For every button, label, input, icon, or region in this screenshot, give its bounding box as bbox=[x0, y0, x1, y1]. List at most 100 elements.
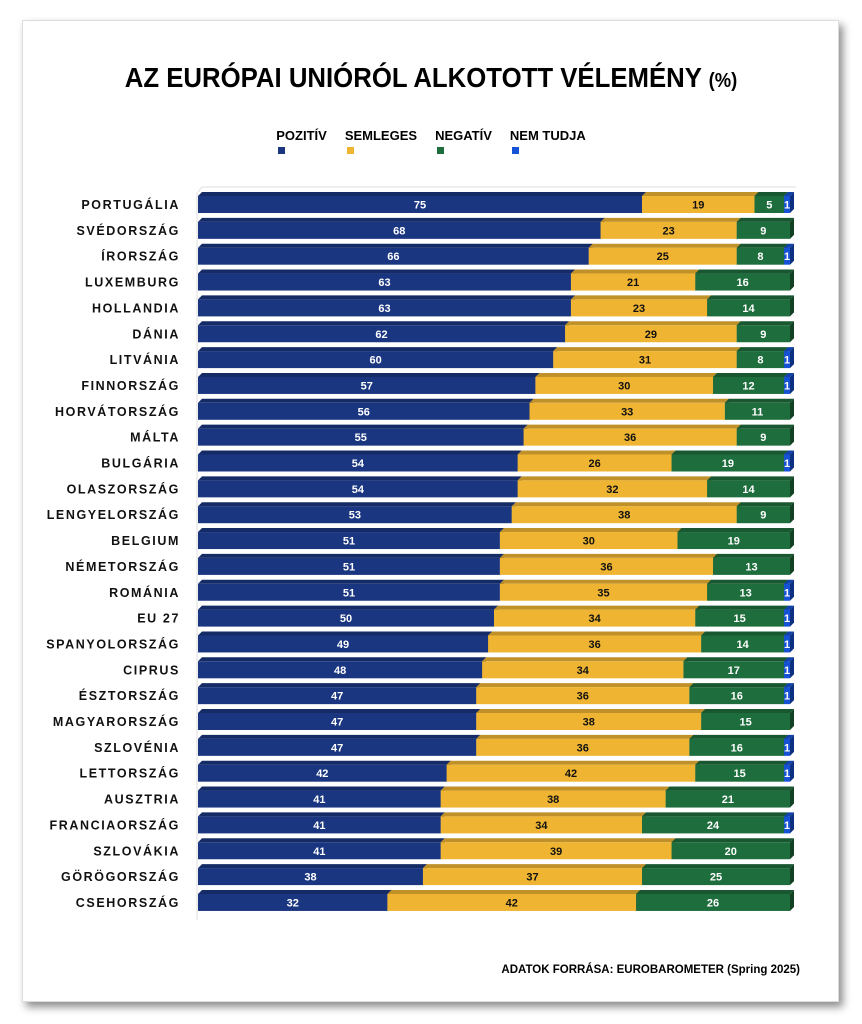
bar-top-face bbox=[422, 864, 646, 869]
bar-top-face bbox=[499, 579, 712, 584]
title-suffix: (%) bbox=[708, 70, 738, 92]
bar-segment-pozitív bbox=[198, 687, 477, 705]
data-label: 23 bbox=[663, 225, 675, 237]
legend-swatch bbox=[511, 147, 519, 154]
bar-top-face bbox=[198, 295, 575, 300]
legend-label: NEM TUDJA bbox=[509, 128, 586, 143]
bar-segment-pozitív bbox=[198, 196, 642, 213]
bar-top-face bbox=[784, 347, 794, 352]
bar-segment-pozitív bbox=[198, 428, 524, 446]
data-label: 5 bbox=[766, 200, 772, 212]
data-label: 13 bbox=[745, 561, 757, 573]
data-label: 1 bbox=[784, 200, 790, 212]
bar-top-face bbox=[198, 424, 528, 429]
legend-swatch bbox=[437, 147, 445, 154]
data-label: 36 bbox=[600, 561, 612, 573]
data-label: 19 bbox=[722, 458, 734, 470]
data-label: 54 bbox=[352, 458, 365, 470]
bar-segment-semleges bbox=[529, 402, 725, 420]
data-label: 20 bbox=[725, 846, 737, 858]
category-label: GÖRÖGORSZÁG bbox=[61, 869, 180, 884]
data-label: 38 bbox=[618, 510, 630, 522]
data-label: 25 bbox=[657, 251, 669, 263]
data-label: 56 bbox=[358, 406, 370, 418]
bar-segment-pozitív bbox=[198, 713, 477, 730]
category-label: PORTUGÁLIA bbox=[81, 197, 180, 212]
bar-top-face bbox=[476, 734, 694, 739]
bar-segment-negatív bbox=[695, 273, 790, 291]
bar-segment-negatív bbox=[677, 532, 790, 550]
bar-segment-pozitív bbox=[198, 635, 489, 653]
bar-segment-pozitív bbox=[198, 273, 571, 291]
bar-top-face bbox=[198, 217, 605, 222]
legend-label: NEGATÍV bbox=[435, 128, 492, 143]
bar-side-face bbox=[790, 889, 794, 911]
bar-top-face bbox=[565, 321, 741, 326]
bar-top-face bbox=[784, 760, 794, 765]
bar-segment-semleges bbox=[499, 532, 678, 550]
bar-top-face bbox=[198, 528, 504, 533]
data-label: 1 bbox=[784, 613, 790, 625]
data-label: 42 bbox=[316, 768, 328, 780]
bar-segment-negatív bbox=[736, 325, 790, 343]
bar-side-face bbox=[790, 192, 794, 213]
category-label: FRANCIAORSZÁG bbox=[49, 817, 180, 832]
bar-top-face bbox=[784, 450, 794, 455]
data-label: 66 bbox=[387, 251, 399, 263]
bar-segment-semleges bbox=[422, 868, 642, 886]
bar-top-face bbox=[784, 734, 794, 739]
legend-item-semleges: SEMLEGES bbox=[345, 128, 417, 154]
legend-label: SEMLEGES bbox=[344, 128, 418, 143]
bar-top-face bbox=[529, 398, 729, 403]
bar-segment-pozitív bbox=[198, 868, 423, 886]
bar-segment-negatív bbox=[665, 790, 790, 808]
bar-segment-nem-tudja bbox=[784, 583, 790, 601]
data-label: 9 bbox=[760, 329, 766, 341]
bar-side-face bbox=[790, 553, 794, 575]
category-label: AUSZTRIA bbox=[104, 793, 180, 807]
category-label: CIPRUS bbox=[123, 663, 180, 677]
bar-segment-semleges bbox=[517, 454, 672, 472]
bar-top-face bbox=[600, 217, 741, 222]
bar-segment-semleges bbox=[570, 273, 696, 291]
bar-segment-semleges bbox=[446, 764, 696, 782]
bar-top-face bbox=[784, 631, 794, 636]
data-label: 34 bbox=[589, 613, 602, 625]
data-label: 24 bbox=[707, 820, 720, 832]
bar-top-face bbox=[636, 889, 794, 894]
data-label: 38 bbox=[304, 872, 316, 884]
data-label: 49 bbox=[337, 639, 349, 651]
data-label: 30 bbox=[618, 380, 630, 392]
data-label: 1 bbox=[784, 639, 790, 651]
legend-item-nem-tudja: NEM TUDJA bbox=[510, 128, 586, 154]
bar-segment-semleges bbox=[476, 713, 702, 730]
data-label: 1 bbox=[784, 251, 790, 263]
bar-top-face bbox=[736, 502, 794, 507]
bar-top-face bbox=[198, 476, 522, 481]
bar-top-face bbox=[198, 579, 504, 584]
bar-segment-pozitív bbox=[198, 480, 518, 498]
bar-segment-negatív bbox=[689, 687, 785, 705]
bar-side-face bbox=[790, 786, 794, 808]
category-label: LUXEMBURG bbox=[85, 276, 180, 290]
bar-top-face bbox=[499, 553, 718, 558]
bar-segment-pozitív bbox=[198, 247, 589, 265]
data-label: 25 bbox=[710, 872, 722, 884]
bar-segment-nem-tudja bbox=[784, 196, 790, 213]
data-label: 47 bbox=[331, 717, 343, 729]
bar-segment-negatív bbox=[736, 221, 790, 239]
data-label: 1 bbox=[784, 355, 790, 367]
bar-segment-semleges bbox=[517, 480, 708, 498]
bar-side-face bbox=[790, 657, 794, 679]
category-label: NÉMETORSZÁG bbox=[65, 559, 180, 574]
category-label: MÁLTA bbox=[130, 430, 180, 445]
data-label: 1 bbox=[784, 768, 790, 780]
category-label: SPANYOLORSZÁG bbox=[46, 636, 180, 651]
data-label: 12 bbox=[742, 380, 754, 392]
bar-top-face bbox=[198, 347, 558, 352]
data-label: 1 bbox=[784, 820, 790, 832]
data-label: 1 bbox=[784, 691, 790, 703]
bar-top-face bbox=[689, 683, 789, 688]
data-label: 34 bbox=[535, 820, 548, 832]
